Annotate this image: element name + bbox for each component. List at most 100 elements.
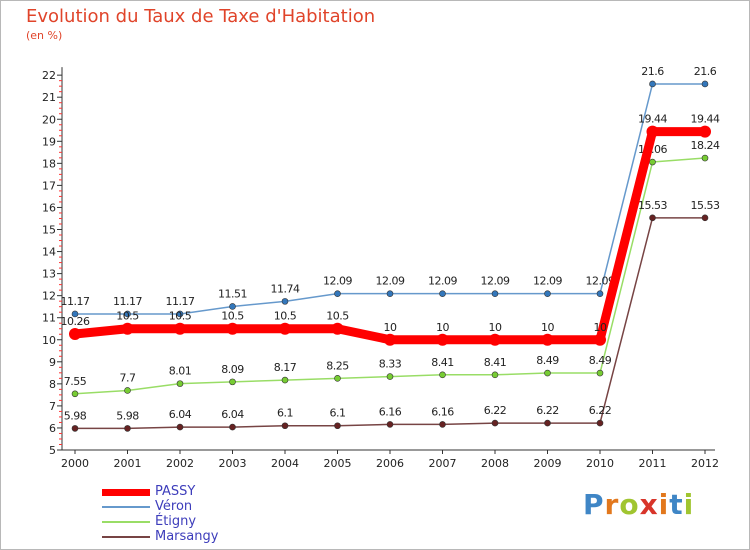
data-label: 21.6: [641, 65, 664, 78]
legend-swatch-marsangy: [102, 536, 150, 538]
data-point: [386, 373, 394, 380]
data-label: 12.09: [586, 275, 615, 288]
data-point: [386, 290, 394, 297]
chart-unit-label: (en %): [26, 29, 63, 42]
data-label: 7.7: [120, 371, 136, 384]
data-label: 12.09: [376, 275, 405, 288]
y-tick-label: 18: [42, 157, 56, 170]
data-point: [701, 154, 709, 162]
y-tick-label: 6: [49, 422, 56, 435]
data-point: [649, 214, 656, 222]
data-point: [439, 290, 446, 297]
legend-label-veron: Véron: [155, 499, 193, 514]
data-point: [334, 290, 341, 297]
data-label: 10: [594, 321, 607, 334]
data-label: 6.22: [484, 404, 507, 417]
data-label: 11.17: [166, 295, 195, 308]
legend-swatch-veron: [102, 506, 150, 508]
y-tick-label: 15: [42, 224, 56, 237]
data-point: [71, 390, 79, 398]
data-label: 10.5: [116, 310, 139, 323]
data-point: [229, 303, 236, 310]
data-point: [174, 322, 186, 335]
y-tick-label: 17: [42, 179, 56, 192]
y-tick-label: 9: [49, 356, 56, 369]
data-label: 8.33: [379, 358, 402, 371]
data-point: [71, 425, 79, 432]
data-point: [281, 376, 289, 384]
data-label: 10: [436, 321, 449, 334]
data-label: 11.17: [61, 295, 90, 308]
data-point: [491, 419, 499, 427]
y-tick-label: 7: [49, 400, 56, 413]
logo-letter: r: [604, 488, 620, 521]
data-label: 12.09: [323, 275, 352, 288]
data-label: 15.53: [691, 199, 720, 212]
data-point: [386, 421, 394, 428]
data-label: 10.26: [61, 315, 90, 328]
data-point: [649, 80, 656, 88]
chart-title: Evolution du Taux de Taxe d'Habitation: [26, 6, 376, 27]
data-point: [71, 310, 79, 318]
proxiti-logo: Proxiti: [583, 488, 694, 521]
data-label: 6.1: [330, 407, 346, 420]
data-point: [121, 322, 134, 335]
legend-label-passy: PASSY: [155, 484, 196, 499]
y-tick-label: 11: [42, 312, 56, 325]
data-point: [176, 310, 184, 318]
data-point: [229, 423, 236, 431]
data-label: 8.49: [589, 354, 612, 367]
data-point: [124, 310, 131, 318]
y-tick-label: 22: [42, 69, 56, 82]
y-tick-label: 20: [42, 113, 56, 126]
data-label: 10.5: [169, 310, 192, 323]
data-label: 6.04: [221, 408, 244, 421]
data-label: 12.09: [481, 275, 510, 288]
data-point: [384, 333, 396, 346]
data-label: 10: [541, 321, 554, 334]
logo-letter: P: [583, 488, 605, 521]
data-label: 8.17: [274, 361, 297, 374]
y-tick-label: 16: [42, 201, 56, 214]
data-label: 8.25: [326, 359, 349, 372]
y-tick-label: 14: [42, 246, 56, 259]
data-label: 5.98: [116, 409, 139, 422]
data-label: 19.44: [638, 113, 667, 126]
data-point: [334, 422, 341, 430]
data-point: [544, 369, 551, 377]
x-tick-label: 2009: [534, 457, 562, 470]
data-label: 8.49: [536, 354, 559, 367]
data-label: 6.22: [589, 404, 612, 417]
data-label: 10.5: [221, 310, 244, 323]
x-tick-label: 2010: [586, 457, 614, 470]
data-label: 7.55: [64, 375, 87, 388]
y-tick-label: 13: [42, 268, 56, 281]
data-point: [699, 125, 711, 138]
logo-letter: i: [683, 488, 695, 521]
data-point: [69, 328, 81, 341]
data-label: 11.51: [218, 287, 247, 300]
y-tick-label: 10: [42, 334, 56, 347]
y-tick-label: 19: [42, 135, 56, 148]
data-point: [334, 375, 341, 382]
data-point: [596, 369, 604, 377]
series-line-passy: [70, 127, 710, 345]
data-label: 12.09: [428, 275, 457, 288]
data-point: [281, 422, 289, 430]
data-point: [649, 158, 656, 166]
data-point: [544, 290, 551, 297]
data-point: [544, 419, 551, 427]
data-label: 6.04: [169, 408, 192, 421]
x-tick-label: 2004: [271, 457, 299, 470]
data-label: 11.17: [113, 295, 142, 308]
data-point: [701, 214, 709, 222]
data-point: [439, 371, 446, 379]
x-tick-label: 2003: [219, 457, 247, 470]
data-point: [491, 290, 499, 297]
data-label: 5.98: [64, 409, 87, 422]
x-tick-label: 2001: [114, 457, 142, 470]
data-label: 21.6: [694, 65, 717, 78]
legend-swatch-passy: [102, 489, 150, 496]
data-point: [541, 333, 554, 346]
